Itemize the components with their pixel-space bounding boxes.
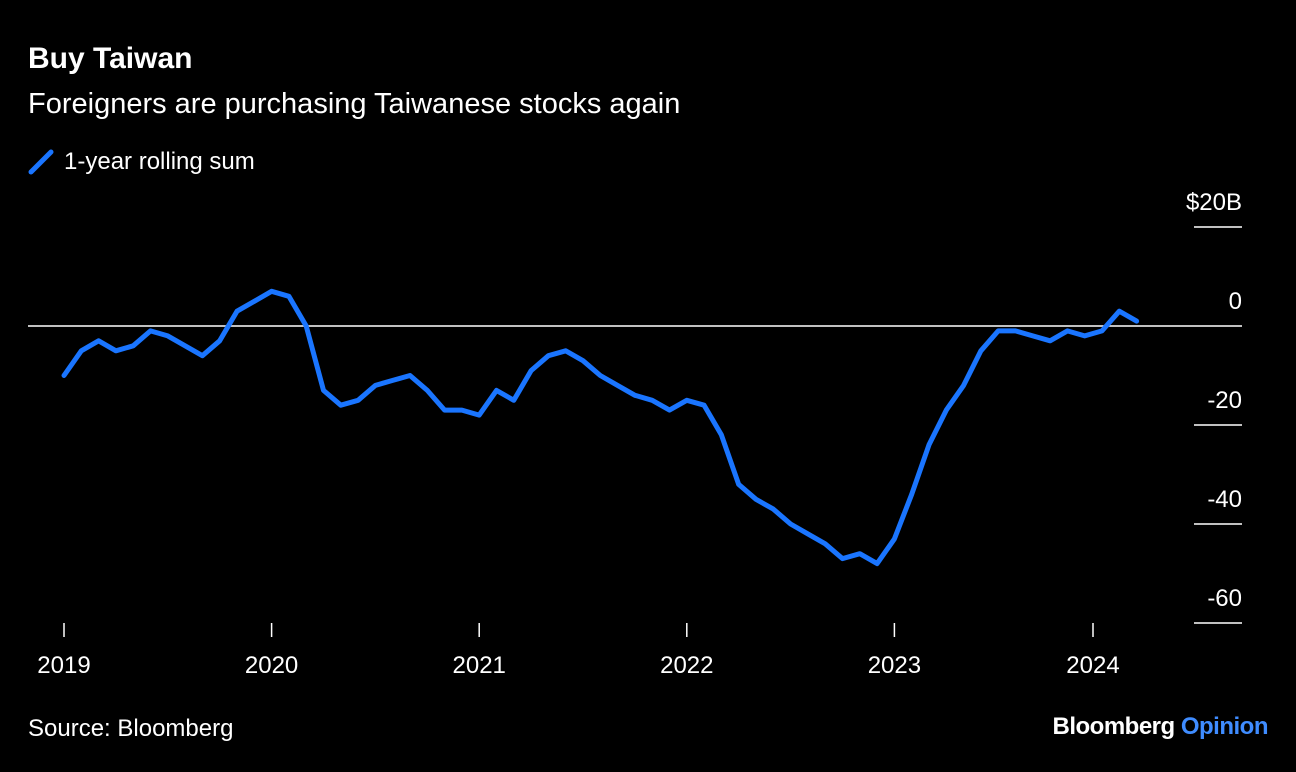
legend-swatch-icon (28, 149, 54, 175)
y-tick-label: -40 (1207, 486, 1242, 513)
y-tick-label: 0 (1229, 288, 1242, 315)
x-tick-label: 2021 (453, 652, 506, 679)
x-tick-label: 2022 (660, 652, 713, 679)
chart-subtitle: Foreigners are purchasing Taiwanese stoc… (28, 88, 681, 120)
brand-suffix: Opinion (1180, 713, 1269, 740)
source-note: Source: Bloomberg (28, 715, 234, 742)
legend: 1-year rolling sum (28, 148, 255, 176)
brand-logo: Bloomberg Opinion (1053, 713, 1269, 741)
legend-label: 1-year rolling sum (64, 148, 255, 175)
x-tick-label: 2023 (868, 652, 921, 679)
chart-title: Buy Taiwan (28, 42, 193, 75)
x-tick-label: 2019 (37, 652, 90, 679)
x-tick-label: 2020 (245, 652, 298, 679)
y-tick-label: -60 (1207, 585, 1242, 612)
brand-name: Bloomberg (1052, 713, 1176, 740)
x-tick-label: 2024 (1066, 652, 1119, 679)
y-tick-label: $20B (1186, 189, 1242, 216)
series-line (61, 288, 1140, 567)
y-tick-label: -20 (1207, 387, 1242, 414)
